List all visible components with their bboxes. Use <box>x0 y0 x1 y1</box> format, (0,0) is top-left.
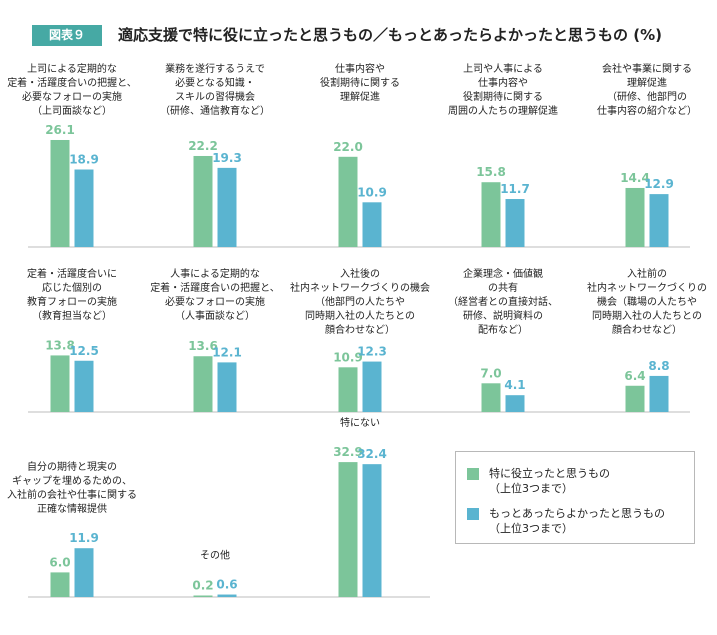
bar-series2 <box>505 199 525 247</box>
data-label-series2: 12.9 <box>644 177 674 191</box>
data-label-series1: 14.4 <box>620 171 650 185</box>
bar-series2 <box>74 548 94 597</box>
data-label-series2: 19.3 <box>212 151 242 165</box>
bar-series2 <box>217 362 237 412</box>
bar-series2 <box>649 375 669 412</box>
figure-number-badge: 図表９ <box>32 25 102 46</box>
category-label: 入社後の社内ネットワークづくりの機会（他部門の人たちや同時期入社の人たちとの顔合… <box>290 267 430 336</box>
data-label-series2: 4.1 <box>504 378 525 392</box>
data-label-series1: 22.2 <box>188 139 218 153</box>
legend-label-series1: 特に役立ったと思うもの （上位3つまで） <box>489 467 610 495</box>
bar-series2 <box>74 360 94 412</box>
category-label: 定着・活躍度合いに応じた個別の教育フォローの実施（教育担当など） <box>27 267 117 322</box>
data-label-series2: 10.9 <box>357 185 387 199</box>
bar-series1 <box>50 572 70 597</box>
category-label: 特にない <box>340 417 380 429</box>
category-label: 人事による定期的な定着・活躍度合いの把握と、必要なフォローの実施（人事面談など） <box>150 267 280 322</box>
category-label: 入社前の社内ネットワークづくりの機会（職場の人たちや同時期入社の人たちとの顔合わ… <box>587 267 707 336</box>
data-label-series2: 11.9 <box>69 531 99 545</box>
data-label-series2: 12.3 <box>357 345 387 359</box>
legend: 特に役立ったと思うもの （上位3つまで） もっとあったらよかったと思うもの （上… <box>455 451 695 544</box>
category-label: その他 <box>200 549 230 562</box>
data-label-series1: 13.6 <box>188 339 218 353</box>
bar-series2 <box>217 167 237 247</box>
data-label-series1: 10.9 <box>333 350 363 364</box>
bar-series1 <box>625 385 645 412</box>
category-label: 業務を遂行するうえで必要となる知識・スキルの習得機会（研修、通信教育など） <box>160 62 270 117</box>
data-label-series1: 6.4 <box>624 369 645 383</box>
figure-header: 図表９ 適応支援で特に役に立ったと思うもの／もっとあったらよかったと思うもの (… <box>32 22 692 50</box>
bar-series2 <box>362 202 382 247</box>
bar-series1 <box>50 139 70 247</box>
bar-series2 <box>217 594 237 597</box>
bar-series2 <box>362 464 382 597</box>
legend-swatch-series1 <box>467 468 479 480</box>
bar-series1 <box>338 156 358 247</box>
bar-series1 <box>625 187 645 247</box>
data-label-series2: 12.5 <box>69 344 99 358</box>
data-label-series2: 12.1 <box>212 345 242 359</box>
category-label: 上司や人事による仕事内容や役割期待に関する周囲の人たちの理解促進 <box>448 62 558 117</box>
bar-series1 <box>338 462 358 597</box>
category-label: 上司による定期的な定着・活躍度合いの把握と、必要なフォローの実施（上司面談など） <box>7 62 137 117</box>
data-label-series2: 0.6 <box>216 578 237 592</box>
data-label-series2: 11.7 <box>500 182 530 196</box>
data-label-series2: 32.4 <box>357 447 387 461</box>
data-label-series1: 15.8 <box>476 165 506 179</box>
data-label-series1: 13.8 <box>45 338 75 352</box>
bar-series1 <box>50 355 70 412</box>
legend-label-series2: もっとあったらよかったと思うもの （上位3つまで） <box>489 507 665 535</box>
bar-series1 <box>338 367 358 412</box>
data-label-series1: 7.0 <box>480 366 501 380</box>
bar-series2 <box>74 169 94 247</box>
data-label-series1: 22.0 <box>333 140 363 154</box>
bar-series2 <box>649 194 669 247</box>
bar-series2 <box>362 361 382 412</box>
category-label: 仕事内容や役割期待に関する理解促進 <box>320 62 400 103</box>
legend-swatch-series2 <box>467 508 479 520</box>
bar-series1 <box>193 595 213 597</box>
bar-series1 <box>481 182 501 247</box>
bar-series1 <box>193 356 213 412</box>
data-label-series1: 26.1 <box>45 123 75 137</box>
data-label-series1: 6.0 <box>49 555 70 569</box>
category-label: 企業理念・価値観の共有（経営者との直接対話、研修、説明資料の配布など） <box>448 267 558 336</box>
data-label-series2: 8.8 <box>648 359 669 373</box>
category-label: 自分の期待と現実のギャップを埋めるための、入社前の会社や仕事に関する正確な情報提… <box>7 460 137 515</box>
category-label: 会社や事業に関する理解促進（研修、他部門の仕事内容の紹介など） <box>597 62 697 117</box>
chart-title: 適応支援で特に役に立ったと思うもの／もっとあったらよかったと思うもの (%) <box>118 26 662 44</box>
bar-series2 <box>505 395 525 412</box>
data-label-series1: 32.9 <box>333 445 363 459</box>
data-label-series1: 0.2 <box>192 579 213 593</box>
bar-series1 <box>481 383 501 412</box>
bar-series1 <box>193 155 213 247</box>
data-label-series2: 18.9 <box>69 153 99 167</box>
